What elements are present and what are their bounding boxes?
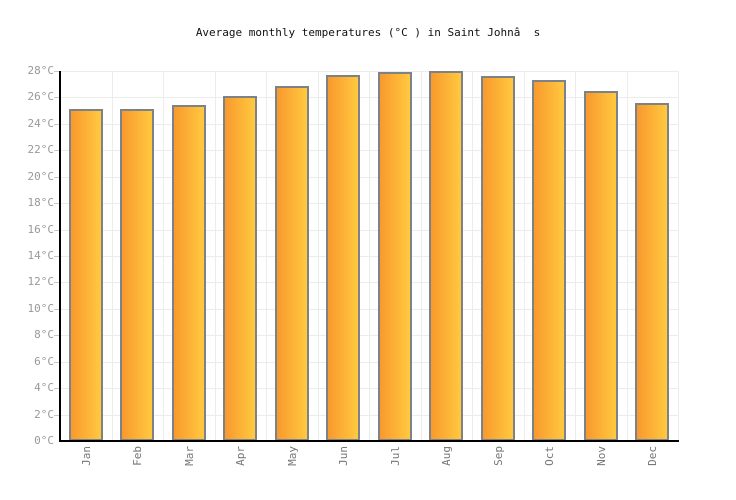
gridline-vertical <box>575 71 576 441</box>
x-tick-label-nov: Nov <box>595 446 608 466</box>
gridline-vertical <box>524 71 525 441</box>
gridline-vertical <box>112 71 113 441</box>
y-tick <box>54 97 59 98</box>
y-tick <box>54 230 59 231</box>
x-tick-label-oct: Oct <box>543 446 556 466</box>
y-tick-label: 24°C <box>27 117 55 130</box>
temperature-bar-mar <box>172 105 206 441</box>
temperature-bar-jul <box>378 72 412 441</box>
y-tick <box>54 415 59 416</box>
y-tick-label: 0°C <box>34 434 54 447</box>
x-tick-label-sep: Sep <box>492 446 505 466</box>
y-tick <box>54 309 59 310</box>
y-tick <box>54 150 59 151</box>
chart-title: Average monthly temperatures (°C ) in Sa… <box>195 26 541 39</box>
temperature-bar-jun <box>326 75 360 441</box>
temperature-bar-oct <box>532 80 566 441</box>
y-tick-label: 16°C <box>27 223 55 236</box>
x-tick-label-jun: Jun <box>337 446 350 466</box>
y-tick <box>54 124 59 125</box>
gridline-vertical <box>627 71 628 441</box>
y-tick-label: 6°C <box>34 355 54 368</box>
y-tick-label: 18°C <box>27 196 55 209</box>
temperature-bar-may <box>275 86 309 441</box>
temperature-bar-apr <box>223 96 257 441</box>
gridline-vertical <box>678 71 679 441</box>
temperature-bar-feb <box>120 109 154 441</box>
gridline-vertical <box>318 71 319 441</box>
x-tick-label-jul: Jul <box>389 446 402 466</box>
y-tick <box>54 203 59 204</box>
gridline-vertical <box>421 71 422 441</box>
y-tick <box>54 362 59 363</box>
x-tick-label-aug: Aug <box>440 446 453 466</box>
gridline-vertical <box>266 71 267 441</box>
y-tick <box>54 388 59 389</box>
y-tick-label: 10°C <box>27 302 55 315</box>
y-tick-label: 4°C <box>34 381 54 394</box>
x-tick-label-dec: Dec <box>646 446 659 466</box>
x-tick-label-apr: Apr <box>234 446 247 466</box>
y-tick <box>54 177 59 178</box>
y-tick-label: 28°C <box>27 64 55 77</box>
gridline-vertical <box>163 71 164 441</box>
gridline-vertical <box>472 71 473 441</box>
temperature-bar-jan <box>69 109 103 441</box>
temperature-bar-aug <box>429 71 463 441</box>
x-tick-label-jan: Jan <box>80 446 93 466</box>
x-tick-label-mar: Mar <box>183 446 196 466</box>
gridline-vertical <box>369 71 370 441</box>
temperature-bar-sep <box>481 76 515 441</box>
x-axis-line <box>59 440 679 442</box>
gridline-vertical <box>215 71 216 441</box>
temperature-bar-dec <box>635 103 669 441</box>
y-tick-label: 20°C <box>27 170 55 183</box>
y-tick-label: 2°C <box>34 408 54 421</box>
y-axis-line <box>59 71 61 442</box>
y-tick-label: 26°C <box>27 90 55 103</box>
y-tick-label: 14°C <box>27 249 55 262</box>
y-tick-label: 8°C <box>34 328 54 341</box>
x-tick-label-may: May <box>286 446 299 466</box>
y-tick-label: 12°C <box>27 275 55 288</box>
y-tick <box>54 282 59 283</box>
x-tick-label-feb: Feb <box>131 446 144 466</box>
temperature-bar-nov <box>584 91 618 441</box>
y-tick <box>54 256 59 257</box>
y-tick-label: 22°C <box>27 143 55 156</box>
y-tick <box>54 71 59 72</box>
y-tick <box>54 335 59 336</box>
